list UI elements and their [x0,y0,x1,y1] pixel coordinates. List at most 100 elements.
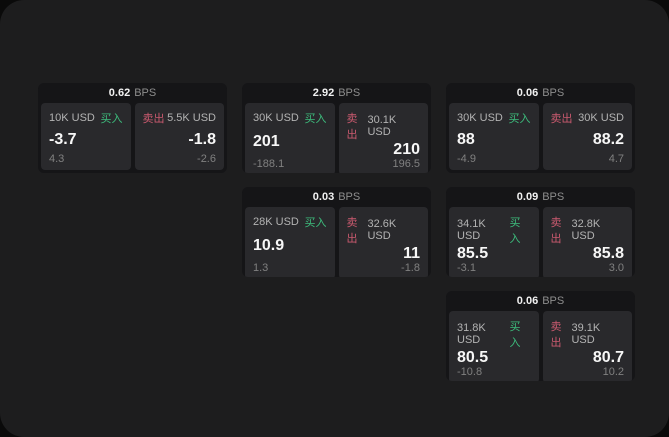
spread-header: 0.62 BPS [38,83,227,103]
quote-card: 0.09 BPS 34.1K USD 买入 85.5 -3.1 卖出 32.8K… [446,187,635,277]
sell-price: 85.8 [592,245,624,262]
sell-pane-header: 卖出 32.8K USD [551,214,625,246]
quote-card: 0.03 BPS 28K USD 买入 10.9 1.3 卖出 32.6K US… [242,187,431,277]
spread-value: 0.06 [516,87,539,99]
buy-price: 201 [253,133,280,150]
sell-quote-pane[interactable]: 卖出 32.8K USD 85.8 3.0 [542,207,632,277]
quote-grid: 0.62 BPS 10K USD 买入 -3.7 4.3 卖出 5.5K USD [38,83,635,381]
buy-delta: 1.3 [253,262,269,274]
spread-unit-label: BPS [542,87,565,99]
buy-quote-pane[interactable]: 30K USD 买入 201 -188.1 [245,103,335,173]
buy-price: -3.7 [49,130,77,148]
sell-quote-pane[interactable]: 卖出 30.1K USD 210 196.5 [338,103,428,173]
spread-unit-label: BPS [542,191,565,203]
sell-delta: 3.0 [608,262,624,274]
buy-notional: 30K USD [253,112,299,124]
buy-pane-header: 28K USD 买入 [253,214,327,230]
sell-side-label: 卖出 [550,217,562,245]
spread-value: 0.06 [516,295,539,307]
sell-price: 88.2 [592,130,624,148]
quote-body: 28K USD 买入 10.9 1.3 卖出 32.6K USD 11 -1.8 [242,207,431,277]
buy-delta: 4.3 [49,153,65,165]
sell-price: 210 [393,141,420,158]
sell-delta: 10.2 [602,366,624,378]
sell-delta: 196.5 [392,158,420,170]
buy-pane-header: 30K USD 买入 [457,110,531,126]
buy-side-label: 买入 [508,113,531,125]
buy-pane-header: 30K USD 买入 [253,110,327,126]
buy-notional: 10K USD [49,112,95,124]
sell-notional: 32.6K USD [367,218,397,242]
buy-quote-pane[interactable]: 30K USD 买入 88 -4.9 [449,103,539,170]
buy-quote-pane[interactable]: 28K USD 买入 10.9 1.3 [245,207,335,277]
buy-side-label: 买入 [304,217,327,229]
sell-side-label: 卖出 [550,321,562,349]
sell-notional: 32.8K USD [571,218,601,242]
quote-card: 2.92 BPS 30K USD 买入 201 -188.1 卖出 30.1K … [242,83,431,173]
quote-body: 30K USD 买入 201 -188.1 卖出 30.1K USD 210 1… [242,103,431,173]
sell-delta: 4.7 [608,153,624,165]
sell-pane-header: 卖出 30.1K USD [347,110,421,142]
sell-notional: 39.1K USD [571,322,601,346]
spread-header: 0.06 BPS [446,291,635,311]
buy-side-label: 买入 [304,113,327,125]
buy-pane-header: 10K USD 买入 [49,110,123,126]
spread-value: 2.92 [312,87,335,99]
sell-pane-header: 卖出 39.1K USD [551,318,625,350]
sell-quote-pane[interactable]: 卖出 30K USD 88.2 4.7 [542,103,632,170]
sell-delta: -1.8 [401,262,420,274]
spread-header: 0.06 BPS [446,83,635,103]
spread-header: 2.92 BPS [242,83,431,103]
sell-quote-pane[interactable]: 卖出 32.6K USD 11 -1.8 [338,207,428,277]
buy-notional: 28K USD [253,216,299,228]
spread-header: 0.03 BPS [242,187,431,207]
sell-pane-header: 卖出 30K USD [551,110,625,126]
buy-pane-header: 31.8K USD 买入 [457,318,531,350]
sell-pane-header: 卖出 5.5K USD [143,110,217,126]
buy-pane-header: 34.1K USD 买入 [457,214,531,246]
sell-notional: 5.5K USD [167,112,216,124]
spread-unit-label: BPS [542,295,565,307]
spread-value: 0.03 [312,191,335,203]
sell-side-label: 卖出 [346,113,358,141]
buy-side-label: 买入 [100,113,123,125]
sell-price: 11 [403,245,420,262]
buy-price: 80.5 [457,349,489,366]
buy-quote-pane[interactable]: 34.1K USD 买入 85.5 -3.1 [449,207,539,277]
buy-notional: 30K USD [457,112,503,124]
quote-body: 10K USD 买入 -3.7 4.3 卖出 5.5K USD -1.8 -2.… [38,103,227,173]
sell-notional: 30K USD [578,112,624,124]
buy-quote-pane[interactable]: 31.8K USD 买入 80.5 -10.8 [449,311,539,381]
quote-card: 0.06 BPS 31.8K USD 买入 80.5 -10.8 卖出 39.1… [446,291,635,381]
spread-unit-label: BPS [134,87,157,99]
quote-card: 0.62 BPS 10K USD 买入 -3.7 4.3 卖出 5.5K USD [38,83,227,173]
sell-quote-pane[interactable]: 卖出 39.1K USD 80.7 10.2 [542,311,632,381]
sell-quote-pane[interactable]: 卖出 5.5K USD -1.8 -2.6 [134,103,224,170]
sell-delta: -2.6 [197,153,216,165]
buy-delta: -188.1 [253,158,285,170]
buy-side-label: 买入 [509,321,521,349]
buy-delta: -3.1 [457,262,476,274]
buy-side-label: 买入 [509,217,521,245]
sell-pane-header: 卖出 32.6K USD [347,214,421,246]
spread-unit-label: BPS [338,191,361,203]
spread-header: 0.09 BPS [446,187,635,207]
buy-notional: 31.8K USD [457,322,486,346]
sell-notional: 30.1K USD [367,114,397,138]
quote-body: 30K USD 买入 88 -4.9 卖出 30K USD 88.2 4.7 [446,103,635,173]
quote-card: 0.06 BPS 30K USD 买入 88 -4.9 卖出 30K USD [446,83,635,173]
sell-side-label: 卖出 [550,113,573,125]
spread-value: 0.09 [516,191,539,203]
buy-price: 85.5 [457,245,489,262]
buy-quote-pane[interactable]: 10K USD 买入 -3.7 4.3 [41,103,131,170]
buy-delta: -4.9 [457,153,476,165]
buy-delta: -10.8 [457,366,483,378]
quote-body: 31.8K USD 买入 80.5 -10.8 卖出 39.1K USD 80.… [446,311,635,381]
spread-unit-label: BPS [338,87,361,99]
buy-notional: 34.1K USD [457,218,486,242]
quote-body: 34.1K USD 买入 85.5 -3.1 卖出 32.8K USD 85.8… [446,207,635,277]
buy-price: 10.9 [253,237,285,254]
sell-price: 80.7 [592,349,624,366]
sell-side-label: 卖出 [142,113,165,125]
